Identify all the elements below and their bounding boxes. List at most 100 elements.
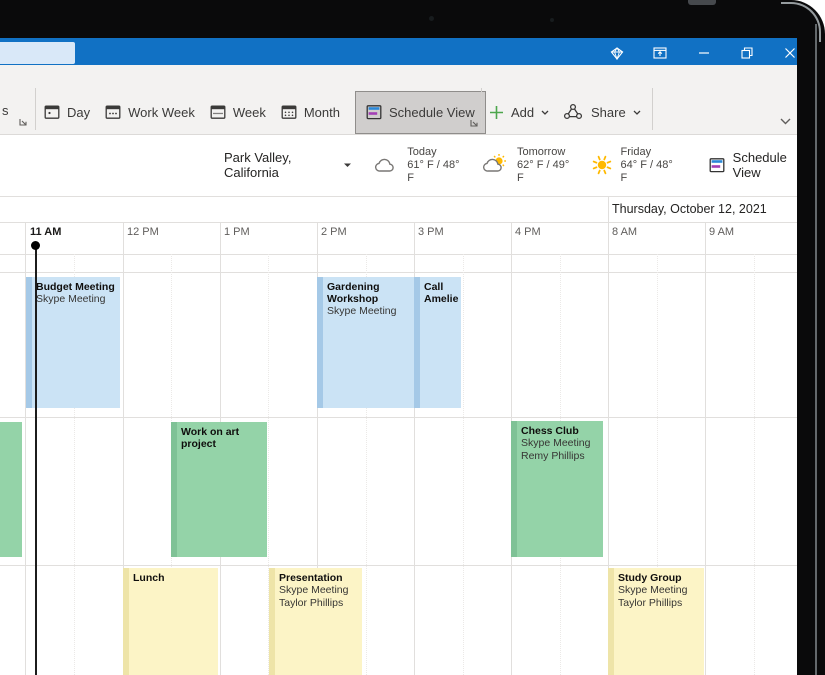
gem-button[interactable]: [604, 41, 630, 65]
forecast-friday: Friday 64° F / 48° F: [591, 146, 674, 185]
add-button[interactable]: Add: [489, 97, 549, 127]
date-header: Thursday, October 12, 2021: [612, 202, 767, 216]
forecast-temps: 64° F / 48° F: [620, 158, 673, 184]
ribbon-view-buttons: Day Work Week Week Month Schedule View: [44, 90, 486, 134]
sunny-icon: [591, 154, 613, 176]
device-edge-button: [688, 0, 716, 5]
event-category-stripe: [608, 568, 614, 675]
grid-halfhour-line: [463, 254, 465, 675]
event-gardening-workshop[interactable]: Gardening Workshop Skype Meeting: [317, 277, 415, 408]
ribbon-separator: [481, 88, 482, 130]
event-call-amelie[interactable]: Call Amelie: [414, 277, 461, 408]
event-detail: Skype Meeting: [279, 584, 349, 596]
time-label: 9 AM: [709, 226, 735, 238]
event-title: Presentation: [279, 572, 343, 584]
window-controls: [598, 38, 809, 68]
share-button[interactable]: Share: [562, 97, 641, 127]
ribbon-separator: [35, 88, 36, 130]
time-label: 3 PM: [418, 226, 444, 238]
partly-sunny-icon: [481, 154, 509, 176]
grid-halfhour-line: [268, 254, 270, 675]
grid-row-line: [0, 222, 797, 223]
minimize-button[interactable]: [691, 41, 717, 65]
grid-column-line: [414, 222, 415, 675]
event-title: Study Group: [618, 572, 682, 584]
grid-row-line: [0, 565, 797, 566]
event-detail: Taylor Phillips: [279, 596, 344, 609]
schedule-view-icon: [709, 157, 725, 173]
time-label: 1 PM: [224, 226, 250, 238]
restore-button[interactable]: [734, 41, 760, 65]
weather-bar: [0, 135, 797, 196]
forecast-temps: 62° F / 49° F: [517, 158, 570, 184]
ribbon-button-day[interactable]: Day: [44, 104, 90, 120]
ribbon-collapse-chevron-icon[interactable]: [780, 118, 791, 125]
device-bezel-rim: [815, 24, 817, 675]
ribbon-button-label: Schedule View: [388, 104, 475, 120]
grid-row-line: [0, 272, 797, 273]
forecast-day: Tomorrow: [517, 145, 566, 158]
event-category-stripe: [414, 277, 420, 408]
event-work-on-art-project[interactable]: Work on art project: [171, 422, 267, 557]
current-time-line: [34, 245, 37, 675]
event-detail: Remy Phillips: [521, 449, 585, 462]
event-title: Work on art project: [181, 426, 240, 450]
popout-button[interactable]: [647, 41, 673, 65]
share-button-label: Share: [591, 104, 626, 120]
dialog-launcher-icon[interactable]: [469, 118, 479, 128]
dialog-launcher-icon[interactable]: [18, 117, 28, 127]
forecast-temps: 61° F / 48° F: [407, 158, 460, 184]
day-separator-line: [608, 196, 609, 675]
event-detail: Skype Meeting: [521, 437, 591, 449]
time-label: 11 AM: [30, 226, 62, 238]
event-lunch[interactable]: Lunch: [123, 568, 218, 675]
event-detail: Taylor Phillips: [618, 596, 683, 609]
search-input[interactable]: [0, 42, 75, 64]
event-title: Gardening Workshop: [327, 281, 380, 305]
event-detail: Skype Meeting: [36, 293, 106, 305]
event-budget-meeting[interactable]: Budget Meeting Skype Meeting: [26, 277, 120, 408]
camera-dot-icon: [550, 18, 554, 22]
ribbon-button-week[interactable]: Week: [210, 104, 266, 120]
forecast-today: Today 61° F / 48° F: [373, 146, 460, 185]
chevron-down-icon: [541, 110, 549, 115]
forecast-text: Friday 64° F / 48° F: [621, 146, 674, 185]
ribbon-button-label: Work Week: [128, 104, 195, 120]
ribbon-button-work-week[interactable]: Work Week: [105, 104, 195, 120]
grid-column-line: [317, 222, 318, 675]
event-presentation[interactable]: Presentation Skype Meeting Taylor Phillips: [269, 568, 362, 675]
grid-halfhour-line: [74, 254, 76, 675]
event-title: Budget Meeting: [36, 281, 115, 293]
grid-row-line: [0, 254, 797, 255]
forecast-day: Today: [407, 145, 437, 158]
view-selector-label: Schedule View: [732, 150, 787, 180]
ribbon-button-schedule-view[interactable]: Schedule View: [354, 90, 486, 134]
event-study-group[interactable]: Study Group Skype Meeting Taylor Phillips: [608, 568, 704, 675]
add-plus-icon: [489, 105, 504, 120]
close-button[interactable]: [777, 41, 803, 65]
calendar-schedule-icon: [366, 104, 382, 120]
current-time-dot: [31, 241, 40, 250]
event-chess-club[interactable]: Chess Club Skype Meeting Remy Phillips: [511, 421, 603, 557]
event-partial[interactable]: [0, 422, 22, 557]
time-label: 12 PM: [127, 226, 159, 238]
weather-location-dropdown[interactable]: Park Valley, California: [224, 150, 352, 180]
share-icon: [562, 103, 584, 121]
ribbon-button-label: Month: [303, 104, 340, 120]
chevron-down-icon: [343, 162, 352, 168]
view-selector-dropdown[interactable]: Schedule View: [709, 150, 825, 180]
event-category-stripe: [511, 421, 517, 557]
time-label: 2 PM: [321, 226, 347, 238]
calendar-week-icon: [210, 104, 226, 120]
chevron-down-icon: [633, 110, 641, 115]
ribbon-button-month[interactable]: Month: [281, 104, 340, 120]
calendar-day-icon: [44, 104, 60, 120]
grid-halfhour-line: [657, 254, 659, 675]
event-category-stripe: [269, 568, 275, 675]
grid-column-line: [25, 222, 26, 675]
ribbon-button-label: Week: [232, 104, 266, 120]
time-label: 4 PM: [515, 226, 541, 238]
time-label: 8 AM: [612, 226, 638, 238]
grid-halfhour-line: [754, 254, 756, 675]
